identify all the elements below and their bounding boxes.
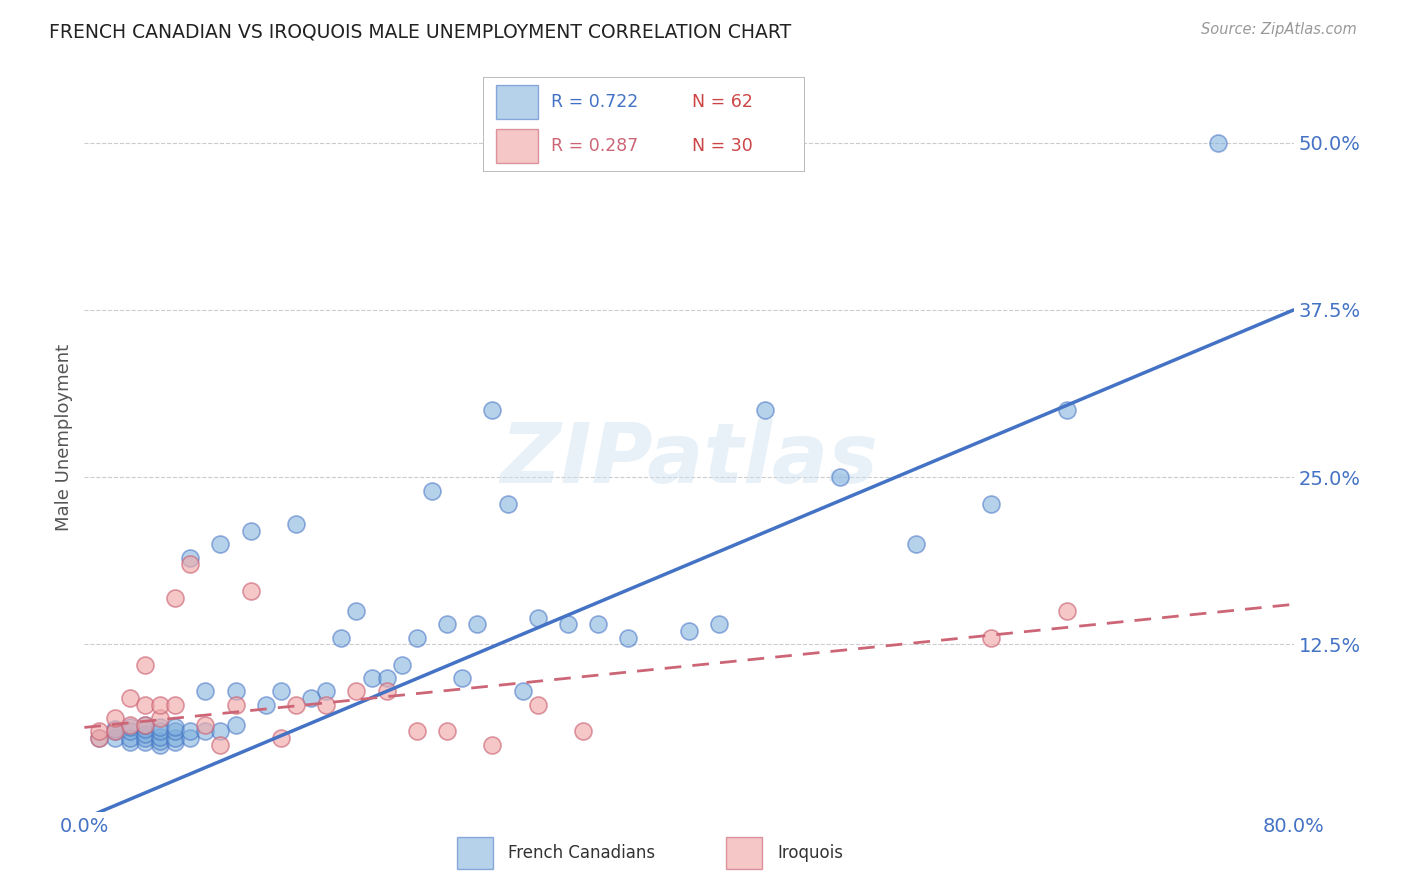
Point <box>89 731 111 746</box>
Point <box>149 733 172 747</box>
Point <box>149 738 172 752</box>
Y-axis label: Male Unemployment: Male Unemployment <box>55 343 73 531</box>
Point <box>315 698 337 712</box>
Point <box>134 731 156 746</box>
Point <box>104 722 127 736</box>
Point <box>225 717 247 731</box>
Point <box>420 483 443 498</box>
Point <box>496 497 519 511</box>
Point <box>330 631 353 645</box>
Point <box>391 657 413 672</box>
Point <box>451 671 474 685</box>
Point <box>406 631 429 645</box>
Point <box>194 684 217 698</box>
Point <box>149 711 172 725</box>
Point <box>980 497 1002 511</box>
Point <box>225 684 247 698</box>
Text: FRENCH CANADIAN VS IROQUOIS MALE UNEMPLOYMENT CORRELATION CHART: FRENCH CANADIAN VS IROQUOIS MALE UNEMPLO… <box>49 22 792 41</box>
Point <box>165 721 187 735</box>
Point <box>165 735 187 749</box>
Point <box>104 724 127 739</box>
Point <box>118 731 141 746</box>
Point <box>709 617 731 632</box>
Text: Source: ZipAtlas.com: Source: ZipAtlas.com <box>1201 22 1357 37</box>
Point <box>89 724 111 739</box>
Point <box>904 537 927 551</box>
Point <box>179 724 201 739</box>
Point <box>209 738 232 752</box>
Point <box>179 557 201 572</box>
Point <box>527 698 550 712</box>
Point <box>134 722 156 736</box>
Point <box>557 617 579 632</box>
Point <box>270 731 292 746</box>
Point <box>346 684 368 698</box>
Point <box>149 698 172 712</box>
Point <box>165 698 187 712</box>
Point <box>754 403 776 417</box>
Point <box>118 690 141 705</box>
Point <box>104 711 127 725</box>
Point <box>134 717 156 731</box>
Point <box>239 584 262 599</box>
Point <box>270 684 292 698</box>
Point <box>375 684 398 698</box>
Point <box>149 730 172 744</box>
Point <box>118 717 141 731</box>
Point <box>209 537 232 551</box>
Point <box>239 524 262 538</box>
Point <box>118 735 141 749</box>
Point <box>89 731 111 746</box>
Point <box>149 724 172 739</box>
Point <box>194 724 217 739</box>
Point <box>678 624 700 639</box>
Point <box>134 717 156 731</box>
Point <box>527 611 550 625</box>
Point <box>572 724 595 739</box>
Point <box>512 684 534 698</box>
Point <box>104 731 127 746</box>
Point <box>980 631 1002 645</box>
Point <box>481 738 503 752</box>
Point <box>118 724 141 739</box>
Point <box>467 617 489 632</box>
Point <box>179 550 201 565</box>
Point <box>617 631 640 645</box>
Point <box>481 403 503 417</box>
Point <box>254 698 277 712</box>
Point <box>299 690 322 705</box>
Point <box>1056 604 1078 618</box>
Point <box>1056 403 1078 417</box>
Point <box>346 604 368 618</box>
Point <box>436 617 458 632</box>
Point <box>285 517 308 532</box>
Point <box>375 671 398 685</box>
Point <box>209 724 232 739</box>
Point <box>360 671 382 685</box>
Point <box>165 591 187 605</box>
Point <box>104 724 127 739</box>
Point <box>285 698 308 712</box>
Point <box>134 657 156 672</box>
Point <box>406 724 429 739</box>
Point <box>149 721 172 735</box>
Text: ZIPatlas: ZIPatlas <box>501 419 877 500</box>
Point <box>588 617 610 632</box>
Point <box>134 727 156 741</box>
Point <box>179 731 201 746</box>
Point <box>1206 136 1229 150</box>
Point <box>315 684 337 698</box>
Point <box>165 724 187 739</box>
Point <box>830 470 852 484</box>
Point <box>134 698 156 712</box>
Point <box>436 724 458 739</box>
Point <box>225 698 247 712</box>
Point <box>134 735 156 749</box>
Point <box>118 721 141 735</box>
Point <box>165 731 187 746</box>
Point <box>194 717 217 731</box>
